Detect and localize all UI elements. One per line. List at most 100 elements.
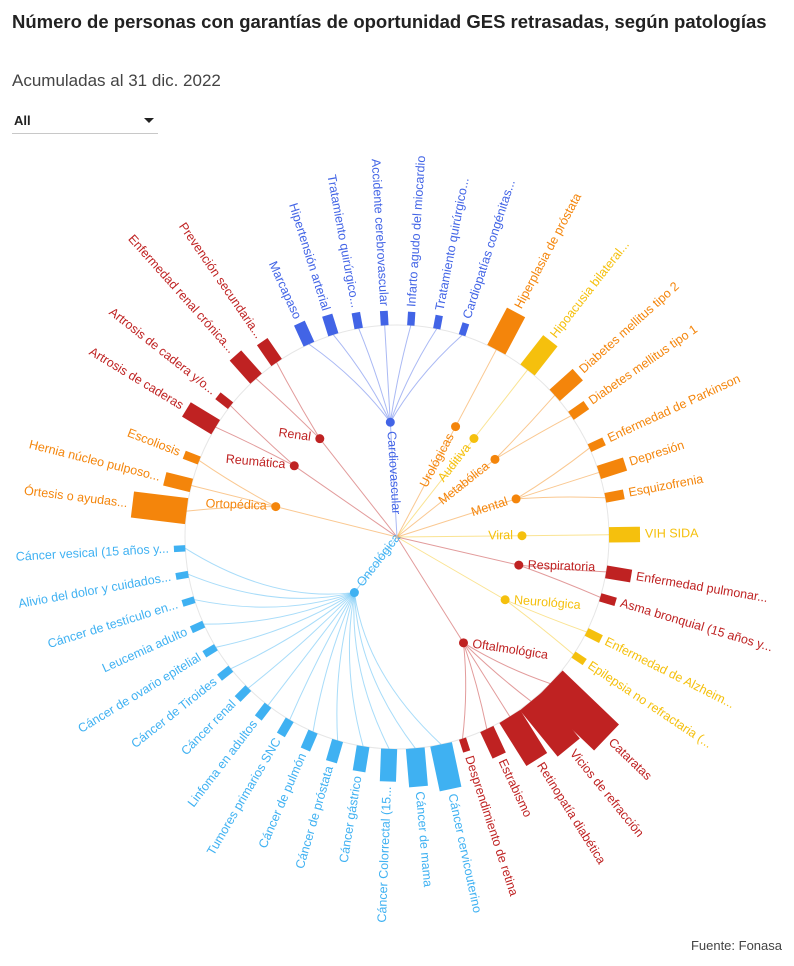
- bar-cancer-colorrectal-15: [379, 748, 398, 782]
- bar-cancer-de-testiculo-en: [181, 596, 196, 607]
- link-epilepsia-no-refractaria: [504, 599, 574, 655]
- link-tumores-primarios-snc: [289, 592, 355, 721]
- group-label-mental: Mental: [469, 494, 509, 519]
- source-note: Fuente: Fonasa: [690, 938, 782, 953]
- link-center-respiratoria: [396, 536, 519, 566]
- link-desprendimiento-de-retina: [462, 642, 467, 739]
- link-diabetes-mellitus-tipo-1: [494, 415, 572, 460]
- link-prevencion-secundaria: [276, 362, 321, 439]
- item-label-infarto-agudo-del-miocardio: Infarto agudo del miocardio: [404, 155, 428, 307]
- item-label-marcapaso: Marcapaso: [266, 259, 304, 321]
- link-accidente-cerebrovascular: [384, 325, 391, 423]
- group-node-viral: [517, 531, 527, 541]
- link-marcapaso: [308, 343, 391, 423]
- link-cancer-de-mama: [353, 592, 416, 749]
- link-center-urologicas: [396, 426, 456, 538]
- group-node-neurologica: [500, 595, 510, 605]
- link-cancer-vesical-15-anos-y: [185, 547, 355, 595]
- item-label-hipoacusia-bilateral: Hipoacusia bilateral...: [547, 238, 632, 341]
- link-esquizofrenia: [516, 496, 606, 500]
- link-enfermedad-renal-cronica: [255, 378, 321, 440]
- group-node-renal: [315, 434, 325, 444]
- group-node-cardiovascular: [385, 417, 395, 427]
- link-cancer-de-tiroides: [230, 592, 355, 670]
- item-label-cardiopatias-congenitas: Cardiopatías congénitas...: [460, 178, 518, 321]
- link-center-ortopedica: [275, 506, 398, 538]
- bar-asma-bronquial-15-anos-y: [599, 593, 617, 607]
- item-label-tratamiento-quirurgico: Tratamiento quirúrgico...: [433, 176, 472, 311]
- bar-tratamiento-quirurgico: [351, 311, 363, 330]
- bar-tratamiento-quirurgico: [433, 314, 443, 330]
- link-infarto-agudo-del-miocardio: [389, 325, 412, 423]
- link-hipoacusia-bilateral: [473, 369, 528, 439]
- group-node-auditiva: [469, 433, 479, 443]
- link-center-reumatica: [293, 465, 398, 538]
- item-label-cancer-gastrico: Cáncer gástrico: [337, 775, 365, 864]
- item-label-cancer-cervicouterino: Cáncer cervicouterino: [445, 792, 484, 914]
- item-label-depresion: Depresión: [627, 438, 686, 469]
- link-enfermedad-de-parkinson: [515, 447, 590, 500]
- link-cancer-de-ovario-epitelial: [215, 592, 355, 648]
- link-vih-sida: [521, 534, 609, 537]
- group-label-ortopedica: Ortopédica: [205, 496, 267, 512]
- item-label-alivio-del-dolor-y-cuidados: Alivio del dolor y cuidados...: [17, 570, 172, 611]
- group-label-respiratoria: Respiratoria: [528, 558, 596, 574]
- item-label-accidente-cerebrovascular: Accidente cerebrovascular: [369, 158, 392, 306]
- bar-enfermedad-de-alzheim: [584, 628, 603, 643]
- item-label-enfermedad-pulmonar: Enfermedad pulmonar...: [635, 569, 769, 605]
- bar-epilepsia-no-refractaria: [571, 651, 587, 666]
- link-alivio-del-dolor-y-cuidados: [188, 573, 355, 599]
- link-tratamiento-quirurgico: [358, 328, 391, 423]
- link-linfoma-en-adultos: [267, 592, 355, 706]
- bar-cancer-cervicouterino: [430, 742, 462, 792]
- link-estrabismo: [463, 642, 488, 730]
- link-center-viral: [396, 535, 522, 538]
- link-hernia-nucleo-pulposo: [191, 484, 276, 508]
- group-node-respiratoria: [514, 560, 524, 570]
- group-node-urologicas: [451, 422, 461, 432]
- item-label-ortesis-o-ayudas: Órtesis o ayudas...: [23, 483, 128, 511]
- link-retinopatia-diabetica: [463, 642, 511, 717]
- bar-infarto-agudo-del-miocardio: [407, 311, 416, 326]
- group-label-oncologica: Oncológica: [354, 531, 403, 589]
- group-label-renal: Renal: [278, 425, 312, 443]
- bar-cancer-de-pulmon: [300, 729, 318, 752]
- link-enfermedad-de-alzheim: [504, 599, 587, 633]
- link-diabetes-mellitus-tipo-2: [494, 394, 556, 460]
- bar-leucemia-adulto: [189, 620, 206, 634]
- item-label-cancer-de-mama: Cáncer de mama: [413, 791, 435, 888]
- chart-subtitle: Acumuladas al 31 dic. 2022: [12, 71, 221, 90]
- bar-depresion: [596, 457, 628, 479]
- link-depresion: [515, 471, 600, 500]
- bar-diabetes-mellitus-tipo-2: [549, 368, 583, 402]
- bar-hipoacusia-bilateral: [520, 335, 558, 376]
- bar-esquizofrenia: [604, 489, 625, 503]
- bar-ortesis-o-ayudas: [130, 491, 189, 525]
- category-filter-select[interactable]: All: [12, 109, 158, 134]
- bar-cancer-renal: [234, 685, 252, 702]
- item-label-diabetes-mellitus-tipo-1: Diabetes mellitus tipo 1: [586, 322, 700, 407]
- item-label-enfermedad-de-alzheim: Enfermedad de Alzheim...: [603, 634, 737, 711]
- group-node-oncologica: [349, 588, 359, 598]
- item-label-cancer-vesical-15-anos-y: Cáncer vesical (15 años y...: [15, 542, 169, 564]
- link-center-oftalmologica: [396, 536, 464, 644]
- bar-desprendimiento-de-retina: [458, 737, 471, 753]
- center-node: [395, 535, 399, 539]
- item-label-cancer-de-ovario-epitelial: Cáncer de ovario epitelial: [76, 650, 204, 735]
- item-label-cataratas: Cataratas: [606, 735, 655, 783]
- link-cardiopatias-congenitas: [389, 334, 463, 423]
- link-cataratas: [463, 642, 551, 685]
- bar-cancer-de-mama: [405, 747, 428, 788]
- link-enfermedad-pulmonar: [518, 564, 607, 573]
- bar-cardiopatias-congenitas: [458, 322, 470, 337]
- item-label-cancer-de-prostata: Cáncer de próstata: [293, 764, 336, 870]
- group-nodes-layer: Oncológica Ortopédica Reumática Renal Cardio…: [205, 417, 596, 662]
- bar-alivio-del-dolor-y-cuidados: [175, 570, 189, 580]
- group-node-ortopedica: [271, 502, 281, 512]
- bar-cancer-de-prostata: [325, 738, 344, 764]
- group-node-oftalmologica: [458, 638, 468, 648]
- link-leucemia-adulto: [203, 592, 355, 625]
- link-vicios-de-refraccion: [463, 642, 532, 702]
- links-layer: [185, 325, 609, 750]
- bar-tumores-primarios-snc: [276, 717, 294, 738]
